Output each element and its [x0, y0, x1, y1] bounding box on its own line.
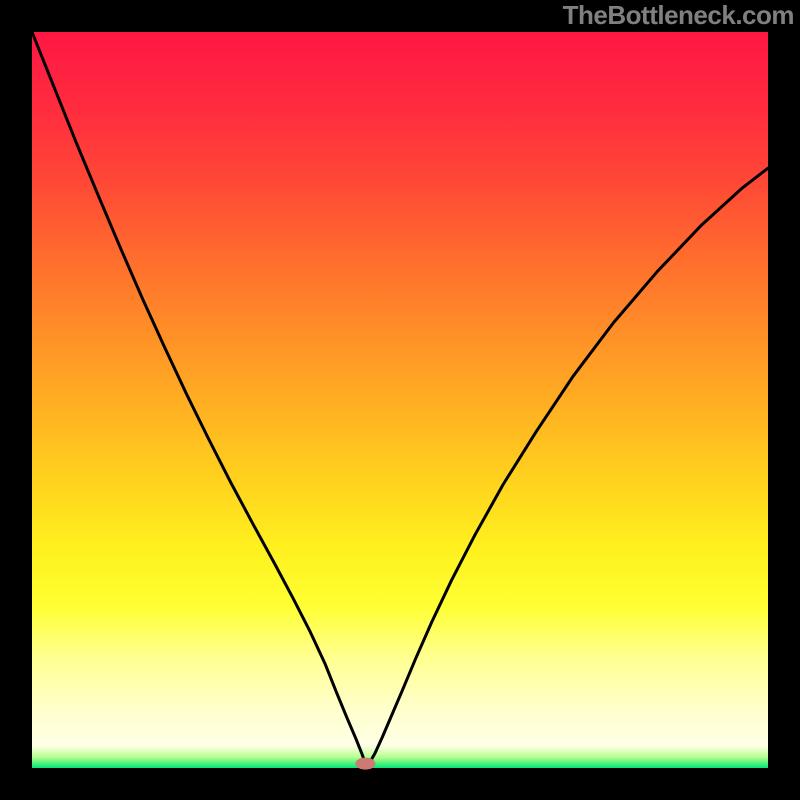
watermark-text: TheBottleneck.com — [563, 0, 794, 31]
min-point-marker — [355, 758, 375, 770]
plot-background — [32, 32, 768, 768]
chart-container: TheBottleneck.com — [0, 0, 800, 800]
chart-svg — [0, 0, 800, 800]
